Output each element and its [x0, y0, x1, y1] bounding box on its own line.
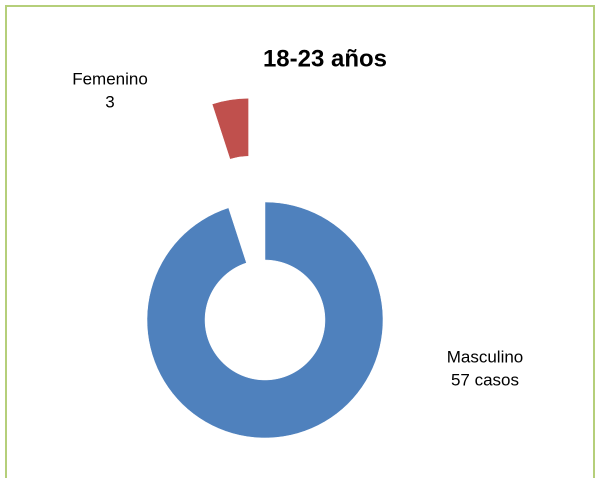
slice-value-label: 57 casos [451, 370, 519, 389]
slice [146, 201, 384, 439]
slice-label: Femenino [72, 69, 148, 88]
chart-title: 18-23 años [263, 45, 387, 72]
slice-label: Masculino [447, 347, 524, 366]
slice-value-label: 3 [105, 92, 114, 111]
slice [211, 98, 249, 160]
